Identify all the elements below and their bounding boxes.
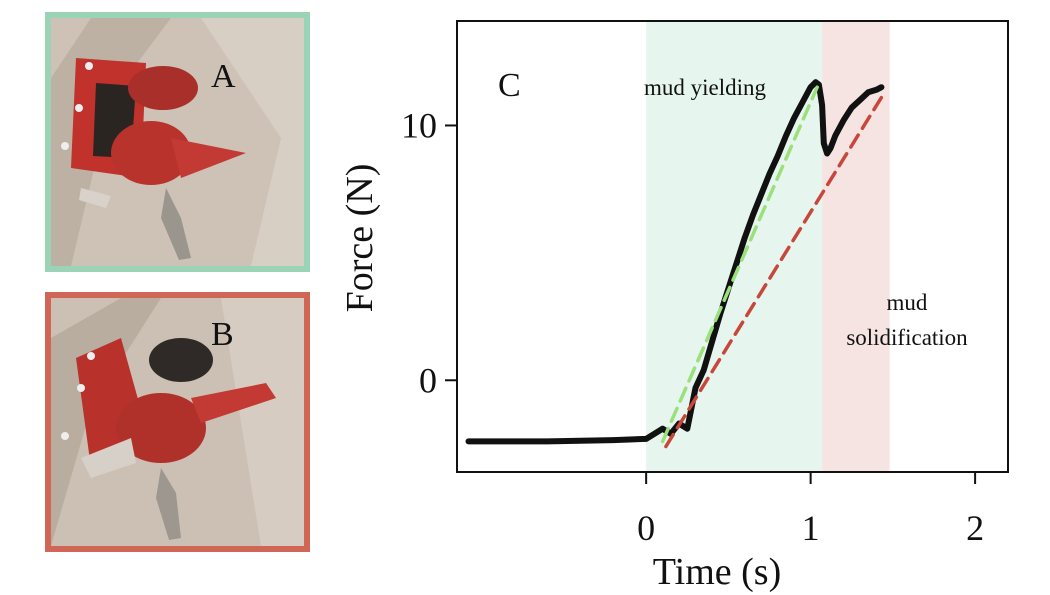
x-tick-label: 1: [802, 508, 820, 548]
plot-frame: [456, 20, 1009, 473]
region-band-1: [822, 21, 890, 472]
chart-panel-letter: C: [498, 67, 521, 104]
robot-photo-b: [51, 298, 304, 546]
robot-photo-a: [51, 18, 304, 266]
x-tick-label: 2: [966, 508, 984, 548]
region-label-yielding: mud yielding: [644, 75, 767, 100]
region-band-0: [646, 21, 823, 472]
y-tick-label: 0: [419, 360, 437, 400]
y-tick-label: 10: [401, 105, 437, 145]
fit-line-1: [660, 85, 819, 444]
chart-regions: [646, 21, 890, 472]
photo-panel-b: B: [45, 292, 310, 552]
axis-ticks: 0 1 2 0 10: [401, 105, 984, 548]
fit-line-2: [664, 93, 885, 449]
region-label-solidification-1: mud: [887, 290, 928, 315]
panel-letter-b: B: [211, 316, 234, 353]
x-tick-label: 0: [637, 508, 655, 548]
chart-series: [465, 79, 885, 449]
photo-panel-a: A: [45, 12, 310, 272]
panel-letter-a: A: [211, 58, 236, 95]
measured-force-line: [465, 79, 885, 445]
y-axis-label: Force (N): [339, 164, 381, 313]
x-axis-label: Time (s): [653, 551, 781, 593]
region-label-solidification-2: solidification: [846, 325, 968, 350]
